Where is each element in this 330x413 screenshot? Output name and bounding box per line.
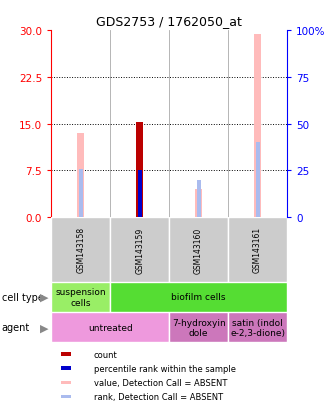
Text: biofilm cells: biofilm cells <box>171 292 226 301</box>
Bar <box>197 180 201 218</box>
Bar <box>138 170 142 218</box>
Text: suspension
cells: suspension cells <box>55 287 106 307</box>
Text: rank, Detection Call = ABSENT: rank, Detection Call = ABSENT <box>94 392 223 401</box>
Bar <box>195 190 202 218</box>
Bar <box>110 218 169 282</box>
Text: untreated: untreated <box>88 323 133 332</box>
Text: GSM143161: GSM143161 <box>253 227 262 273</box>
Bar <box>136 123 144 218</box>
Bar <box>255 143 260 218</box>
Bar <box>228 218 287 282</box>
Text: ▶: ▶ <box>40 323 49 332</box>
Text: 7-hydroxyin
dole: 7-hydroxyin dole <box>172 318 225 337</box>
Text: agent: agent <box>2 323 30 332</box>
Bar <box>61 381 71 384</box>
Bar <box>254 36 261 218</box>
Bar <box>61 395 71 398</box>
Bar <box>110 282 287 312</box>
Bar <box>61 352 71 356</box>
Bar <box>169 218 228 282</box>
Title: GDS2753 / 1762050_at: GDS2753 / 1762050_at <box>96 15 242 28</box>
Bar <box>77 134 84 218</box>
Bar <box>51 282 110 312</box>
Text: ▶: ▶ <box>40 292 49 302</box>
Text: GSM143160: GSM143160 <box>194 227 203 273</box>
Bar <box>169 312 228 343</box>
Text: GSM143158: GSM143158 <box>76 227 85 273</box>
Text: satin (indol
e-2,3-dione): satin (indol e-2,3-dione) <box>230 318 285 337</box>
Text: percentile rank within the sample: percentile rank within the sample <box>94 364 236 373</box>
Text: value, Detection Call = ABSENT: value, Detection Call = ABSENT <box>94 378 227 387</box>
Bar <box>61 366 71 370</box>
Bar <box>79 169 83 218</box>
Text: GSM143159: GSM143159 <box>135 227 144 273</box>
Bar <box>228 312 287 343</box>
Text: count: count <box>94 350 117 358</box>
Bar <box>51 218 110 282</box>
Text: cell type: cell type <box>2 292 44 302</box>
Bar <box>51 312 169 343</box>
